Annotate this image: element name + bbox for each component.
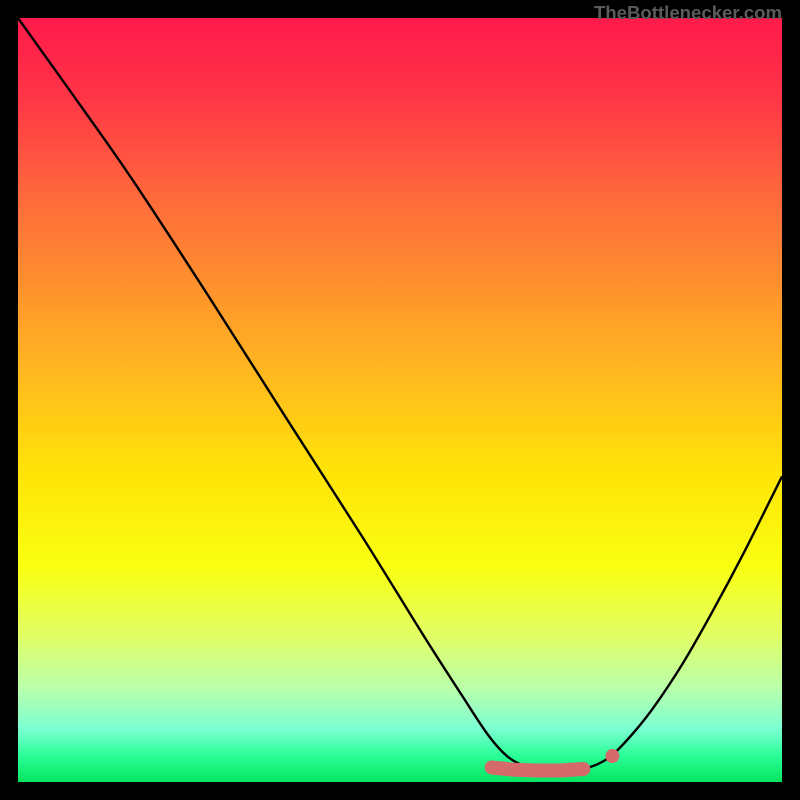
bottleneck-chart bbox=[18, 18, 782, 782]
chart-background bbox=[18, 18, 782, 782]
outer-frame: TheBottlenecker.com bbox=[0, 0, 800, 800]
watermark-text: TheBottlenecker.com bbox=[594, 2, 782, 24]
outlier-marker bbox=[605, 749, 619, 763]
optimal-range-band bbox=[492, 767, 584, 770]
